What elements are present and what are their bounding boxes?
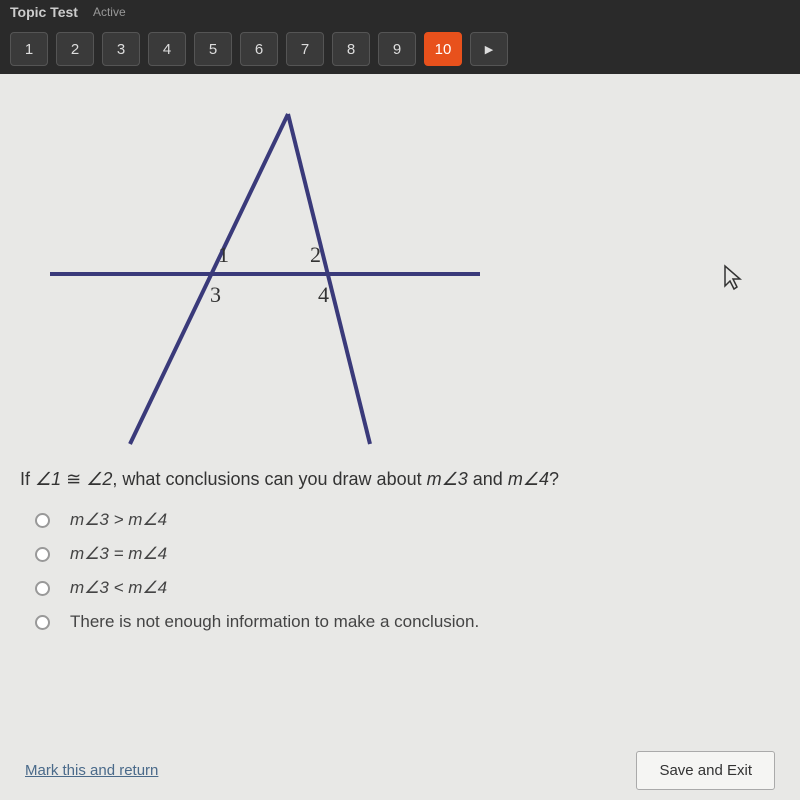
svg-text:1: 1 — [218, 242, 229, 267]
option-row-0[interactable]: m∠3 > m∠4 — [35, 510, 780, 530]
svg-text:3: 3 — [210, 282, 221, 307]
nav-question-9[interactable]: 9 — [378, 32, 416, 66]
q-rhs: ∠2 — [86, 469, 112, 489]
nav-question-10[interactable]: 10 — [424, 32, 462, 66]
q-mid: , what conclusions can you draw about — [112, 469, 426, 489]
option-label-2: m∠3 < m∠4 — [70, 578, 167, 598]
option-row-1[interactable]: m∠3 = m∠4 — [35, 544, 780, 564]
cursor-icon — [723, 264, 745, 297]
geometry-diagram: 1 2 3 4 — [20, 94, 500, 454]
nav-question-6[interactable]: 6 — [240, 32, 278, 66]
svg-text:4: 4 — [318, 282, 329, 307]
option-radio-0[interactable] — [35, 513, 50, 528]
q-op: ≅ — [61, 469, 86, 489]
nav-question-4[interactable]: 4 — [148, 32, 186, 66]
options-list: m∠3 > m∠4 m∠3 = m∠4 m∠3 < m∠4 There is not … — [20, 510, 780, 632]
bottom-bar: Mark this and return Save and Exit — [20, 736, 780, 800]
nav-question-8[interactable]: 8 — [332, 32, 370, 66]
nav-question-5[interactable]: 5 — [194, 32, 232, 66]
diagram-svg: 1 2 3 4 — [20, 94, 500, 454]
option-label-1: m∠3 = m∠4 — [70, 544, 167, 564]
option-row-2[interactable]: m∠3 < m∠4 — [35, 578, 780, 598]
option-radio-3[interactable] — [35, 615, 50, 630]
nav-next-button[interactable]: ▶ — [470, 32, 508, 66]
question-text: If ∠1 ≅ ∠2, what conclusions can you dra… — [20, 469, 780, 490]
nav-question-3[interactable]: 3 — [102, 32, 140, 66]
nav-question-2[interactable]: 2 — [56, 32, 94, 66]
q-prefix: If — [20, 469, 35, 489]
svg-text:2: 2 — [310, 242, 321, 267]
q-ask2: m∠4 — [508, 469, 549, 489]
content-area: 1 2 3 4 If ∠1 ≅ ∠2, what conclusions can yo… — [0, 74, 800, 800]
option-label-0: m∠3 > m∠4 — [70, 510, 167, 530]
question-nav: 12345678910▶ — [0, 24, 800, 74]
nav-question-1[interactable]: 1 — [10, 32, 48, 66]
option-radio-2[interactable] — [35, 581, 50, 596]
q-ask1: m∠3 — [427, 469, 468, 489]
q-lhs: ∠1 — [35, 469, 61, 489]
nav-question-7[interactable]: 7 — [286, 32, 324, 66]
q-suffix: ? — [549, 469, 559, 489]
save-exit-button[interactable]: Save and Exit — [636, 751, 775, 790]
topbar: Topic Test Active — [0, 0, 800, 24]
mark-return-link[interactable]: Mark this and return — [25, 762, 158, 779]
topbar-title: Topic Test — [10, 4, 78, 20]
option-radio-1[interactable] — [35, 547, 50, 562]
option-label-3: There is not enough information to make … — [70, 612, 479, 632]
q-and: and — [468, 469, 508, 489]
option-row-3[interactable]: There is not enough information to make … — [35, 612, 780, 632]
topbar-status: Active — [93, 5, 126, 19]
